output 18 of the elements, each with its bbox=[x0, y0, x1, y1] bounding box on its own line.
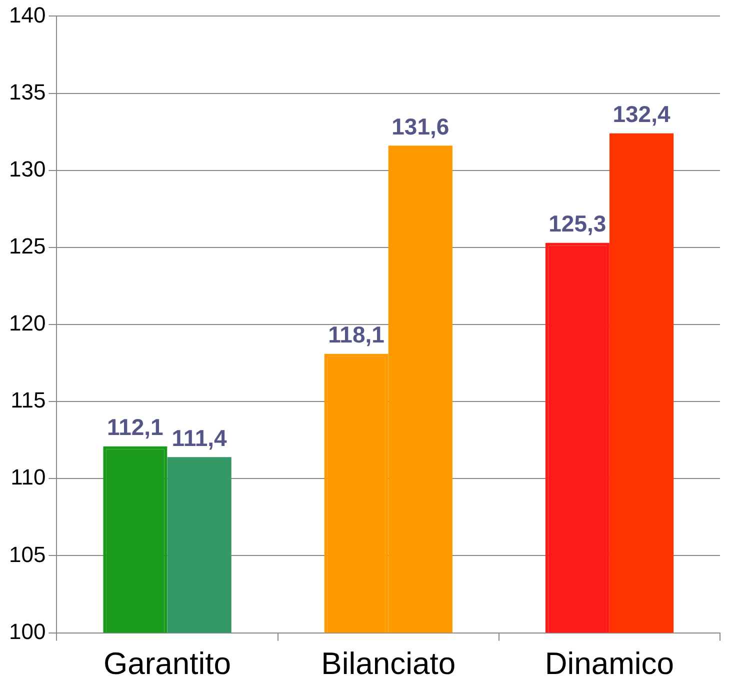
data-label: 125,3 bbox=[548, 210, 606, 237]
y-tick-label: 130 bbox=[8, 156, 46, 182]
x-tick-label: Dinamico bbox=[544, 646, 674, 681]
y-tick-label: 110 bbox=[10, 464, 46, 490]
y-tick-label: 105 bbox=[8, 542, 46, 567]
data-label: 111,4 bbox=[172, 424, 228, 451]
data-label: 132,4 bbox=[612, 101, 670, 128]
y-tick-label: 100 bbox=[8, 618, 46, 644]
x-tick-label: Garantito bbox=[103, 646, 232, 681]
y-tick-label: 135 bbox=[8, 79, 46, 104]
y-tick-label: 115 bbox=[10, 388, 46, 413]
x-tick-label: Bilanciato bbox=[321, 646, 456, 681]
data-label: 112,1 bbox=[107, 414, 164, 440]
y-tick-label: 140 bbox=[8, 2, 46, 28]
y-tick-label: 125 bbox=[8, 233, 46, 258]
y-tick-label: 120 bbox=[8, 310, 46, 336]
data-label: 131,6 bbox=[392, 114, 450, 140]
data-label: 118,1 bbox=[328, 322, 385, 348]
